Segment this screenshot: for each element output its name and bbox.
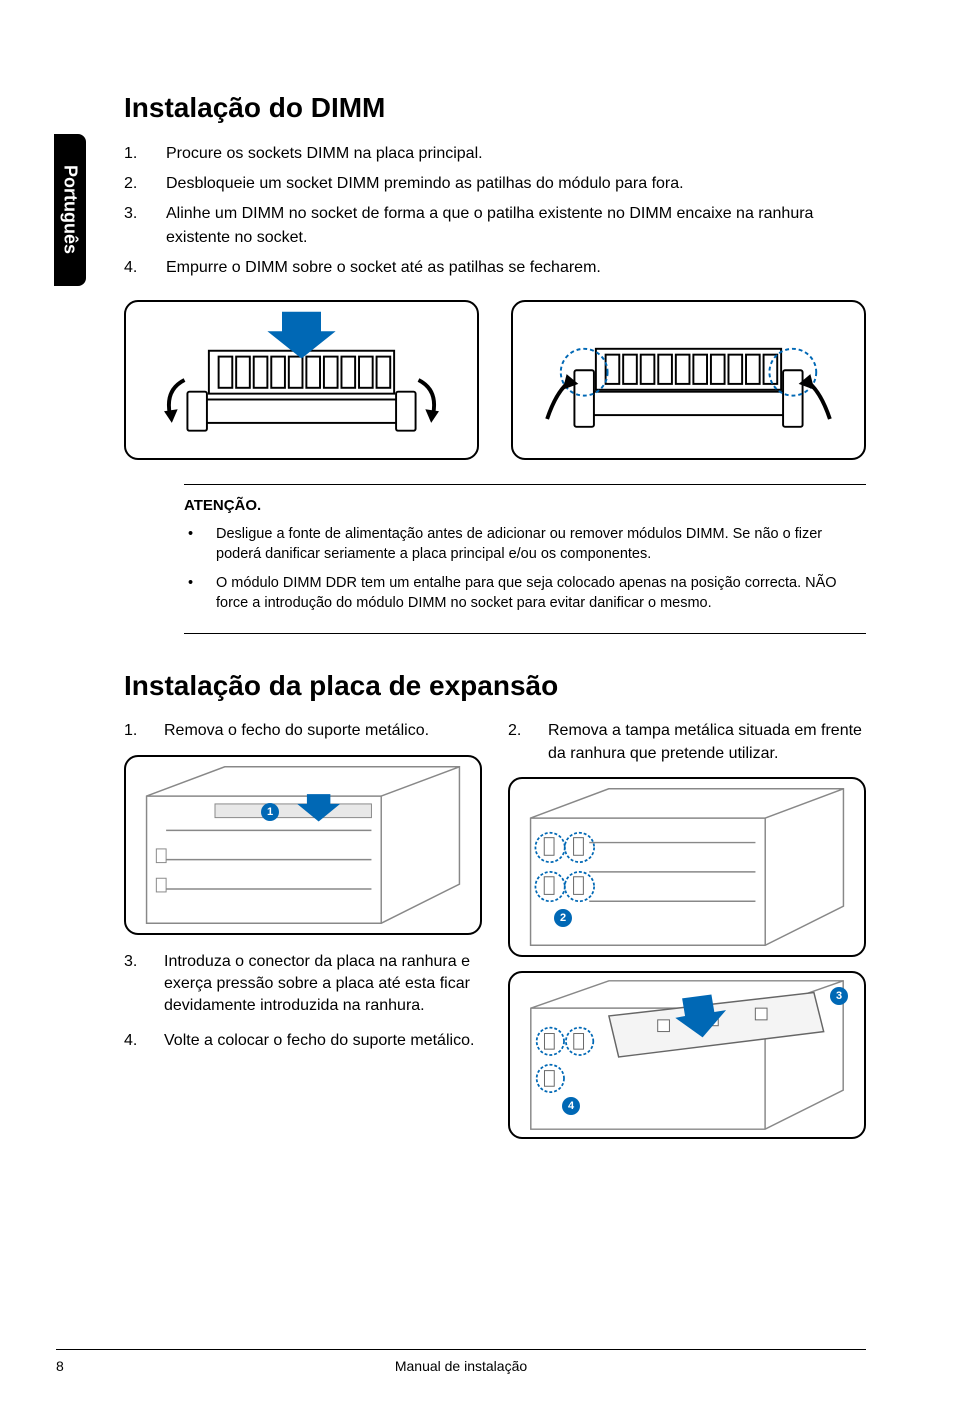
step-number: 1. — [124, 142, 166, 166]
list-item: 2.Desbloqueie um socket DIMM premindo as… — [124, 172, 866, 196]
step-text: Volte a colocar o fecho do suporte metál… — [164, 1030, 482, 1052]
list-item: 3.Alinhe um DIMM no socket de forma a qu… — [124, 202, 866, 250]
section1-title: Instalação do DIMM — [124, 92, 866, 124]
figure-dimm-lock — [511, 300, 866, 460]
step-text: Desbloqueie um socket DIMM premindo as p… — [166, 172, 866, 196]
note-title: ATENÇÃO. — [184, 497, 866, 514]
page-number: 8 — [56, 1358, 116, 1374]
step-text: Alinhe um DIMM no socket de forma a que … — [166, 202, 866, 250]
callout-3: 3 — [830, 987, 848, 1005]
page-content: Instalação do DIMM 1.Procure os sockets … — [124, 92, 866, 1338]
dimm-figures — [124, 300, 866, 460]
step-number: 4. — [124, 256, 166, 280]
section2-title: Instalação da placa de expansão — [124, 670, 866, 702]
attention-note: ATENÇÃO. •Desligue a fonte de alimentaçã… — [184, 484, 866, 634]
right-column: 2. Remova a tampa metálica situada em fr… — [508, 720, 866, 1139]
step-text: Procure os sockets DIMM na placa princip… — [166, 142, 866, 166]
language-tab: Português — [54, 134, 86, 286]
bullet-text: O módulo DIMM DDR tem um entalhe para qu… — [216, 573, 866, 614]
step-number: 2. — [508, 720, 548, 765]
list-item: 2. Remova a tampa metálica situada em fr… — [508, 720, 866, 765]
step-number: 3. — [124, 202, 166, 250]
page-footer: 8 Manual de instalação — [56, 1349, 866, 1374]
step-number: 1. — [124, 720, 164, 742]
left-column: 1. Remova o fecho do suporte metálico. — [124, 720, 482, 1139]
callout-2: 2 — [554, 909, 572, 927]
callout-1: 1 — [261, 803, 279, 821]
bullet-text: Desligue a fonte de alimentação antes de… — [216, 524, 866, 565]
list-item: 4. Volte a colocar o fecho do suporte me… — [124, 1030, 482, 1052]
step-text: Remova o fecho do suporte metálico. — [164, 720, 482, 742]
step-number: 4. — [124, 1030, 164, 1052]
list-item: •Desligue a fonte de alimentação antes d… — [184, 524, 866, 565]
step-number: 2. — [124, 172, 166, 196]
figure-step2: 2 — [508, 777, 866, 957]
bullet-dot: • — [184, 573, 216, 614]
bullet-dot: • — [184, 524, 216, 565]
step-text: Introduza o conector da placa na ranhura… — [164, 951, 482, 1018]
figure-step3-4: 3 4 — [508, 971, 866, 1139]
step-number: 3. — [124, 951, 164, 1018]
list-item: 4.Empurre o DIMM sobre o socket até as p… — [124, 256, 866, 280]
step-text: Remova a tampa metálica situada em frent… — [548, 720, 866, 765]
list-item: 1. Remova o fecho do suporte metálico. — [124, 720, 482, 742]
list-item: 3. Introduza o conector da placa na ranh… — [124, 951, 482, 1018]
note-bullets: •Desligue a fonte de alimentação antes d… — [184, 524, 866, 613]
section1-steps: 1.Procure os sockets DIMM na placa princ… — [124, 142, 866, 280]
step-text: Empurre o DIMM sobre o socket até as pat… — [166, 256, 866, 280]
footer-title: Manual de instalação — [116, 1358, 806, 1374]
figure-step1: 1 — [124, 755, 482, 935]
figure-dimm-insert — [124, 300, 479, 460]
list-item: 1.Procure os sockets DIMM na placa princ… — [124, 142, 866, 166]
list-item: •O módulo DIMM DDR tem um entalhe para q… — [184, 573, 866, 614]
callout-4: 4 — [562, 1097, 580, 1115]
expansion-columns: 1. Remova o fecho do suporte metálico. — [124, 720, 866, 1139]
